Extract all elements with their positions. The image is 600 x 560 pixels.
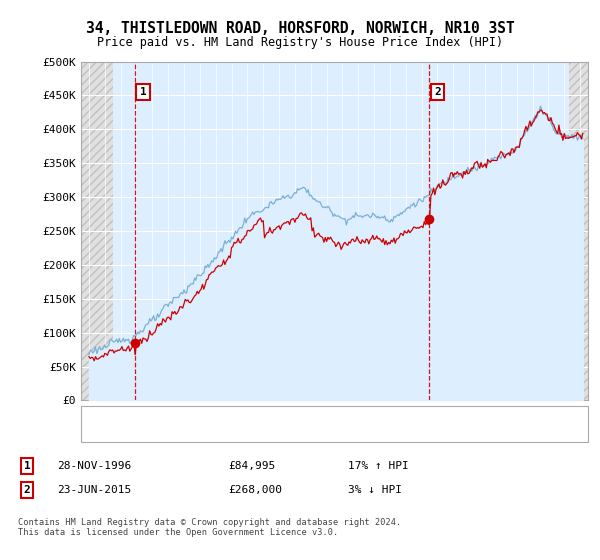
- Text: 23-JUN-2015: 23-JUN-2015: [57, 485, 131, 495]
- Text: 1: 1: [140, 87, 146, 97]
- Text: 17% ↑ HPI: 17% ↑ HPI: [348, 461, 409, 471]
- Text: ———: ———: [90, 427, 113, 440]
- Text: 3% ↓ HPI: 3% ↓ HPI: [348, 485, 402, 495]
- Text: 34, THISTLEDOWN ROAD, HORSFORD, NORWICH, NR10 3ST (detached house): 34, THISTLEDOWN ROAD, HORSFORD, NORWICH,…: [126, 411, 522, 421]
- Text: Price paid vs. HM Land Registry's House Price Index (HPI): Price paid vs. HM Land Registry's House …: [97, 36, 503, 49]
- Text: £268,000: £268,000: [228, 485, 282, 495]
- Text: Contains HM Land Registry data © Crown copyright and database right 2024.
This d: Contains HM Land Registry data © Crown c…: [18, 518, 401, 538]
- Text: 2: 2: [23, 485, 31, 495]
- Text: 2: 2: [434, 87, 441, 97]
- Text: HPI: Average price, detached house, Broadland: HPI: Average price, detached house, Broa…: [126, 428, 396, 438]
- Text: £84,995: £84,995: [228, 461, 275, 471]
- Text: ———: ———: [90, 410, 113, 423]
- Text: 28-NOV-1996: 28-NOV-1996: [57, 461, 131, 471]
- Text: 1: 1: [23, 461, 31, 471]
- Text: 34, THISTLEDOWN ROAD, HORSFORD, NORWICH, NR10 3ST: 34, THISTLEDOWN ROAD, HORSFORD, NORWICH,…: [86, 21, 514, 36]
